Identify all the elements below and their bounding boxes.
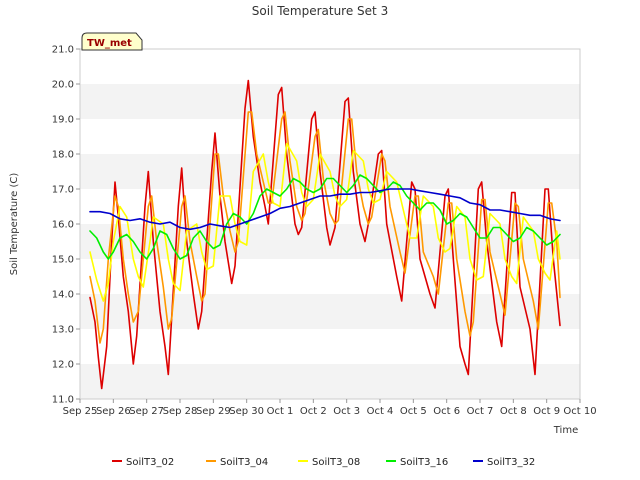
grid-band-5 <box>80 189 580 224</box>
legend-label: SoilT3_04 <box>220 457 268 468</box>
legend-label: SoilT3_08 <box>312 457 360 468</box>
site-label-shape <box>81 32 143 51</box>
legend-label: SoilT3_32 <box>487 457 535 468</box>
series-lines <box>89 79 561 390</box>
x-tick-label: Oct 2 <box>300 406 327 417</box>
x-tick-label: Oct 7 <box>467 406 494 417</box>
grid-band-7 <box>80 119 580 154</box>
x-tick-label: Sep 30 <box>229 406 264 417</box>
grid-band-0 <box>80 364 580 399</box>
x-tick-label: Oct 3 <box>333 406 360 417</box>
y-axis-label: Soil Temperature (C) <box>9 173 20 276</box>
series-line-soilt3-32 <box>89 188 561 231</box>
y-tick-label: 17.0 <box>52 185 74 196</box>
x-tick-label: Sep 28 <box>163 406 198 417</box>
chart-title: Soil Temperature Set 3 <box>252 4 388 18</box>
series-line-soilt3-16 <box>89 174 561 260</box>
site-label-box: TW_met <box>81 32 143 51</box>
legend: SoilT3_02 SoilT3_04 SoilT3_08 SoilT3_16 Soil… <box>112 457 535 468</box>
y-tick-label: 13.0 <box>52 325 74 336</box>
x-tick-label: Oct 4 <box>367 406 394 417</box>
y-tick-label: 20.0 <box>52 80 74 91</box>
x-tick-label: Oct 9 <box>533 406 560 417</box>
grid-band-8 <box>80 84 580 119</box>
y-tick-label: 19.0 <box>52 115 74 126</box>
x-tick-label: Sep 29 <box>196 406 231 417</box>
y-tick-label: 11.0 <box>52 395 74 406</box>
series-line-soilt3-04 <box>89 111 561 344</box>
y-tick-label: 16.0 <box>52 220 74 231</box>
x-tick-label: Oct 6 <box>433 406 460 417</box>
legend-label: SoilT3_16 <box>400 457 448 468</box>
y-tick-label: 21.0 <box>52 45 74 56</box>
x-tick-label: Oct 5 <box>400 406 427 417</box>
x-tick-label: Sep 26 <box>96 406 131 417</box>
legend-label: SoilT3_02 <box>126 457 174 468</box>
y-tick-label: 15.0 <box>52 255 74 266</box>
site-label: TW_met <box>87 38 132 49</box>
x-axis-label: Time <box>553 425 578 436</box>
x-tick-label: Oct 8 <box>500 406 527 417</box>
y-tick-label: 14.0 <box>52 290 74 301</box>
x-tick-label: Sep 27 <box>129 406 164 417</box>
x-tick-label: Oct 10 <box>563 406 596 417</box>
y-axis-ticks: 11.0 12.0 13.0 14.0 15.0 16.0 17.0 18.0 19.0 20.0… <box>52 45 80 406</box>
x-tick-label: Sep 25 <box>63 406 98 417</box>
x-tick-label: Oct 1 <box>267 406 294 417</box>
y-tick-label: 18.0 <box>52 150 74 161</box>
grid-band-1 <box>80 329 580 364</box>
series-line-soilt3-02 <box>89 79 561 390</box>
y-tick-label: 12.0 <box>52 360 74 371</box>
grid-band-9 <box>80 49 580 84</box>
